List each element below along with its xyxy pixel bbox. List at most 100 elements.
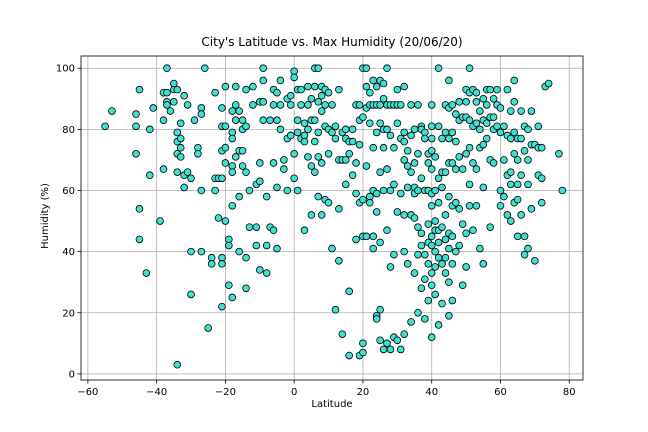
data-point <box>383 226 391 235</box>
data-point <box>421 315 429 323</box>
data-point <box>235 192 243 201</box>
data-point <box>331 134 340 143</box>
data-point <box>262 241 271 250</box>
data-point <box>417 174 426 183</box>
data-point <box>262 192 271 201</box>
data-point <box>434 64 443 73</box>
data-point <box>403 146 412 155</box>
data-point <box>379 143 388 152</box>
data-point <box>369 244 378 253</box>
data-point <box>448 296 457 305</box>
x-tick-label: −40 <box>146 387 167 398</box>
data-point <box>245 223 254 231</box>
y-tick-label: 40 <box>62 247 75 258</box>
data-point <box>421 275 429 283</box>
x-axis-ticks: −60 −40 −20 0 20 40 60 80 <box>77 380 576 398</box>
data-point <box>486 85 494 94</box>
data-point <box>249 82 257 91</box>
data-point <box>403 162 412 170</box>
data-point <box>451 165 460 173</box>
data-point <box>242 122 250 131</box>
y-tick-label: 100 <box>56 64 75 75</box>
data-point <box>242 253 250 262</box>
data-point <box>235 107 243 115</box>
data-point <box>317 91 326 100</box>
data-point <box>482 101 491 109</box>
data-point <box>218 174 226 183</box>
data-point <box>173 168 182 176</box>
data-point <box>286 101 295 109</box>
data-point <box>221 143 230 152</box>
data-point <box>383 64 391 73</box>
data-point <box>393 119 402 128</box>
data-point <box>372 189 381 198</box>
data-point <box>221 217 230 225</box>
data-point <box>414 186 422 195</box>
data-point <box>445 76 453 85</box>
data-point <box>458 220 467 228</box>
data-point <box>207 260 216 268</box>
data-point <box>307 162 316 170</box>
data-point <box>269 159 278 167</box>
data-point <box>506 168 515 176</box>
data-point <box>362 64 371 73</box>
data-point <box>176 143 185 152</box>
data-point <box>283 186 292 195</box>
data-point <box>348 125 357 134</box>
data-point <box>513 195 522 204</box>
data-point <box>513 180 522 189</box>
data-point <box>476 244 484 253</box>
data-point <box>286 131 295 140</box>
data-point <box>472 119 481 128</box>
data-point <box>510 76 519 85</box>
data-point <box>448 128 457 137</box>
data-point <box>462 150 470 158</box>
data-point <box>479 94 488 103</box>
data-point <box>500 156 508 164</box>
y-axis-ticks: 0 20 40 60 80 100 <box>56 64 81 380</box>
y-tick-label: 0 <box>69 369 75 380</box>
data-point <box>438 299 446 308</box>
data-point <box>159 165 168 173</box>
data-point <box>297 101 305 109</box>
data-point <box>366 119 374 128</box>
data-point <box>317 211 326 219</box>
data-point <box>204 324 213 332</box>
data-point <box>458 165 467 173</box>
data-point <box>482 119 491 128</box>
data-point <box>218 260 226 268</box>
data-point <box>255 159 264 167</box>
data-point <box>163 101 171 109</box>
data-point <box>366 88 374 97</box>
data-point <box>259 116 268 124</box>
data-point <box>438 223 446 231</box>
data-point <box>376 305 384 314</box>
data-point <box>297 85 305 94</box>
data-point <box>379 79 388 88</box>
data-point <box>496 104 505 112</box>
data-point <box>372 208 381 216</box>
data-point <box>335 205 343 213</box>
data-point <box>524 244 532 253</box>
data-point <box>372 82 381 91</box>
data-point <box>379 345 388 354</box>
data-point <box>510 128 519 137</box>
data-point <box>269 226 278 235</box>
data-point <box>520 250 529 259</box>
data-point <box>414 150 422 158</box>
data-point <box>524 125 532 134</box>
data-point <box>211 186 219 195</box>
x-tick-label: 0 <box>291 387 297 398</box>
data-point <box>441 211 450 219</box>
data-point <box>489 94 498 103</box>
data-point <box>503 85 512 94</box>
data-point <box>451 247 460 256</box>
data-point <box>304 82 312 91</box>
data-point <box>304 153 312 161</box>
data-point <box>383 339 391 348</box>
data-point <box>314 98 323 106</box>
data-point <box>427 146 436 155</box>
data-point <box>427 241 436 250</box>
data-point <box>438 134 446 143</box>
